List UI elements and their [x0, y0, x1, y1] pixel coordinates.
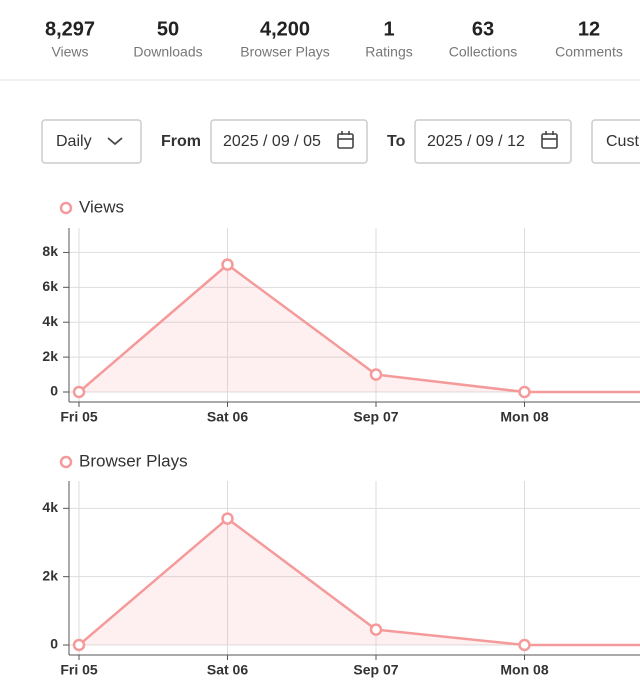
y-tick-label: 0 [50, 383, 58, 399]
stat-value: 4,200 [260, 18, 310, 40]
stat-label: Collections [449, 44, 517, 60]
legend-marker [59, 201, 73, 215]
x-tick-label: Sat 06 [207, 409, 248, 425]
x-tick-label: Mon 08 [500, 662, 548, 678]
x-tick-label: Fri 05 [60, 409, 98, 425]
stat-label: Browser Plays [240, 44, 329, 60]
y-tick-label: 8k [42, 243, 58, 259]
area [79, 518, 640, 645]
stat-value: 12 [578, 18, 600, 40]
stat-label: Comments [555, 44, 623, 60]
from-label: From [161, 133, 201, 150]
stat-value: 50 [157, 18, 179, 40]
point [518, 385, 531, 399]
x-tick-label: Sep 07 [353, 662, 398, 678]
point [518, 638, 531, 652]
legend-marker [59, 455, 73, 469]
stat-value: 8,297 [45, 18, 95, 40]
point [72, 638, 86, 652]
x-tick-label: Fri 05 [60, 662, 98, 678]
calendar-icon [337, 131, 354, 149]
point [72, 385, 86, 399]
interval-text: Daily [56, 133, 92, 150]
legend-label: Views [79, 197, 124, 216]
from-date-input[interactable] [210, 119, 368, 164]
x-tick-label: Mon 08 [500, 409, 548, 425]
stat-value: 1 [383, 18, 394, 40]
chevron-icon [107, 137, 123, 146]
stat-label: Downloads [133, 44, 202, 60]
range-text: Cust [606, 133, 639, 150]
x-tick-label: Sep 07 [353, 409, 398, 425]
point [221, 258, 234, 271]
stat-label: Ratings [365, 44, 412, 60]
x-tick-label: Sat 06 [207, 662, 248, 678]
y-tick-label: 2k [42, 348, 58, 364]
y-tick-label: 4k [42, 313, 58, 329]
stat-value: 63 [472, 18, 494, 40]
legend-label: Browser Plays [79, 451, 188, 470]
point [221, 512, 234, 525]
to-date-text: 2025 / 09 / 12 [427, 133, 525, 150]
calendar-icon [541, 131, 558, 149]
to-date-input[interactable] [414, 119, 572, 164]
y-tick-label: 4k [42, 499, 58, 515]
to-label: To [387, 133, 406, 150]
y-tick-label: 2k [42, 567, 58, 583]
y-tick-label: 6k [42, 278, 58, 294]
interval-select[interactable] [41, 119, 142, 164]
from-date-text: 2025 / 09 / 05 [223, 133, 321, 150]
stat-label: Views [51, 44, 88, 60]
point [369, 368, 383, 381]
area [79, 264, 640, 392]
range-select[interactable] [591, 119, 640, 164]
point [369, 623, 383, 636]
y-tick-label: 0 [50, 636, 58, 652]
